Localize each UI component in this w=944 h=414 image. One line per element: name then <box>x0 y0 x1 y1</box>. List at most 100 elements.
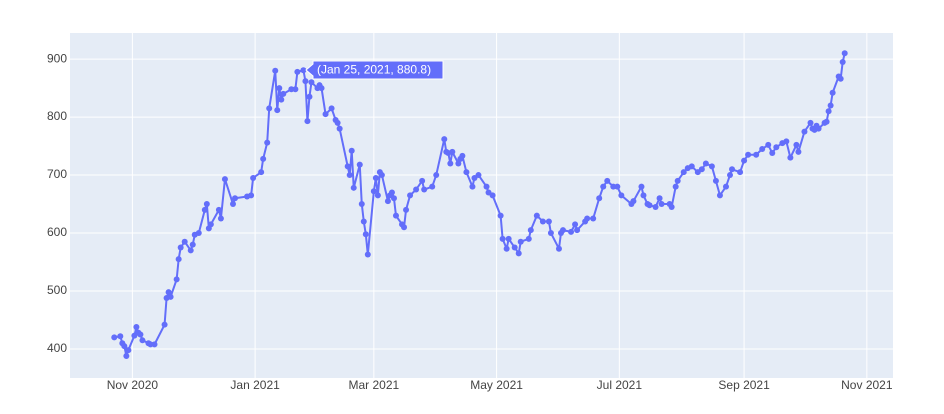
marker <box>712 177 719 184</box>
hover-label: (Jan 25, 2021, 880.8) <box>317 63 431 77</box>
x-tick-label: Jul 2021 <box>597 378 643 392</box>
marker <box>455 160 462 167</box>
marker <box>572 221 579 228</box>
marker <box>590 215 597 222</box>
marker <box>815 125 822 132</box>
x-tick-label: Mar 2021 <box>348 378 399 392</box>
marker <box>403 206 410 213</box>
marker <box>346 172 353 179</box>
y-tick-label: 600 <box>47 225 67 239</box>
marker <box>260 155 267 162</box>
marker <box>189 241 196 248</box>
marker <box>769 150 776 157</box>
y-tick-label: 500 <box>47 283 67 297</box>
marker <box>433 172 440 179</box>
marker <box>574 227 581 234</box>
marker <box>187 247 194 254</box>
marker <box>232 195 239 202</box>
marker <box>177 244 184 251</box>
marker <box>121 343 128 350</box>
marker <box>278 96 285 103</box>
marker <box>547 230 554 237</box>
marker <box>429 183 436 190</box>
marker <box>151 341 158 348</box>
marker <box>702 160 709 167</box>
marker <box>167 293 174 300</box>
marker <box>203 201 210 208</box>
marker <box>783 138 790 145</box>
marker <box>729 166 736 173</box>
x-tick-label: Nov 2021 <box>841 378 893 392</box>
marker <box>596 195 603 202</box>
hover-tooltip: (Jan 25, 2021, 880.8) <box>305 60 444 80</box>
marker <box>708 163 715 170</box>
hover-box <box>305 60 444 80</box>
marker <box>280 90 287 97</box>
marker <box>441 136 448 143</box>
marker <box>614 183 621 190</box>
marker <box>469 183 476 190</box>
marker <box>221 176 228 183</box>
marker <box>559 227 566 234</box>
marker <box>505 235 512 242</box>
marker <box>545 218 552 225</box>
marker <box>195 230 202 237</box>
marker <box>248 192 255 199</box>
marker <box>306 93 313 100</box>
marker <box>527 227 534 234</box>
x-tick-label: Jan 2021 <box>230 378 280 392</box>
x-tick-label: May 2021 <box>470 378 523 392</box>
marker <box>499 235 506 242</box>
marker <box>370 188 377 195</box>
marker <box>350 184 357 191</box>
marker <box>489 192 496 199</box>
marker <box>181 238 188 245</box>
marker <box>568 228 575 235</box>
marker <box>401 224 408 231</box>
marker <box>447 160 454 167</box>
marker <box>829 89 836 96</box>
marker <box>555 245 562 252</box>
marker <box>272 67 279 74</box>
marker <box>413 186 420 193</box>
marker <box>525 235 532 242</box>
marker <box>511 244 518 251</box>
marker <box>773 144 780 151</box>
marker <box>722 183 729 190</box>
marker <box>274 107 281 114</box>
y-tick-label: 700 <box>47 167 67 181</box>
marker <box>517 238 524 245</box>
marker <box>390 195 397 202</box>
marker <box>334 119 341 126</box>
marker <box>646 202 653 209</box>
marker <box>741 157 748 164</box>
marker <box>421 186 428 193</box>
marker <box>292 86 299 93</box>
marker <box>356 161 363 168</box>
marker <box>137 331 144 338</box>
marker <box>652 203 659 210</box>
marker <box>483 183 490 190</box>
marker <box>475 172 482 179</box>
marker <box>364 251 371 258</box>
y-tick-label: 400 <box>47 341 67 355</box>
marker <box>250 174 257 181</box>
x-tick-label: Sep 2021 <box>718 378 770 392</box>
marker <box>308 79 315 86</box>
marker <box>823 118 830 125</box>
marker <box>173 276 180 283</box>
marker <box>372 174 379 181</box>
marker <box>688 163 695 170</box>
marker <box>388 189 395 196</box>
marker <box>672 183 679 190</box>
marker <box>463 169 470 176</box>
marker <box>165 289 172 296</box>
marker <box>392 212 399 219</box>
marker <box>604 177 611 184</box>
marker <box>318 85 325 92</box>
marker <box>360 218 367 225</box>
marker <box>161 321 168 328</box>
marker <box>258 169 265 176</box>
marker <box>229 201 236 208</box>
